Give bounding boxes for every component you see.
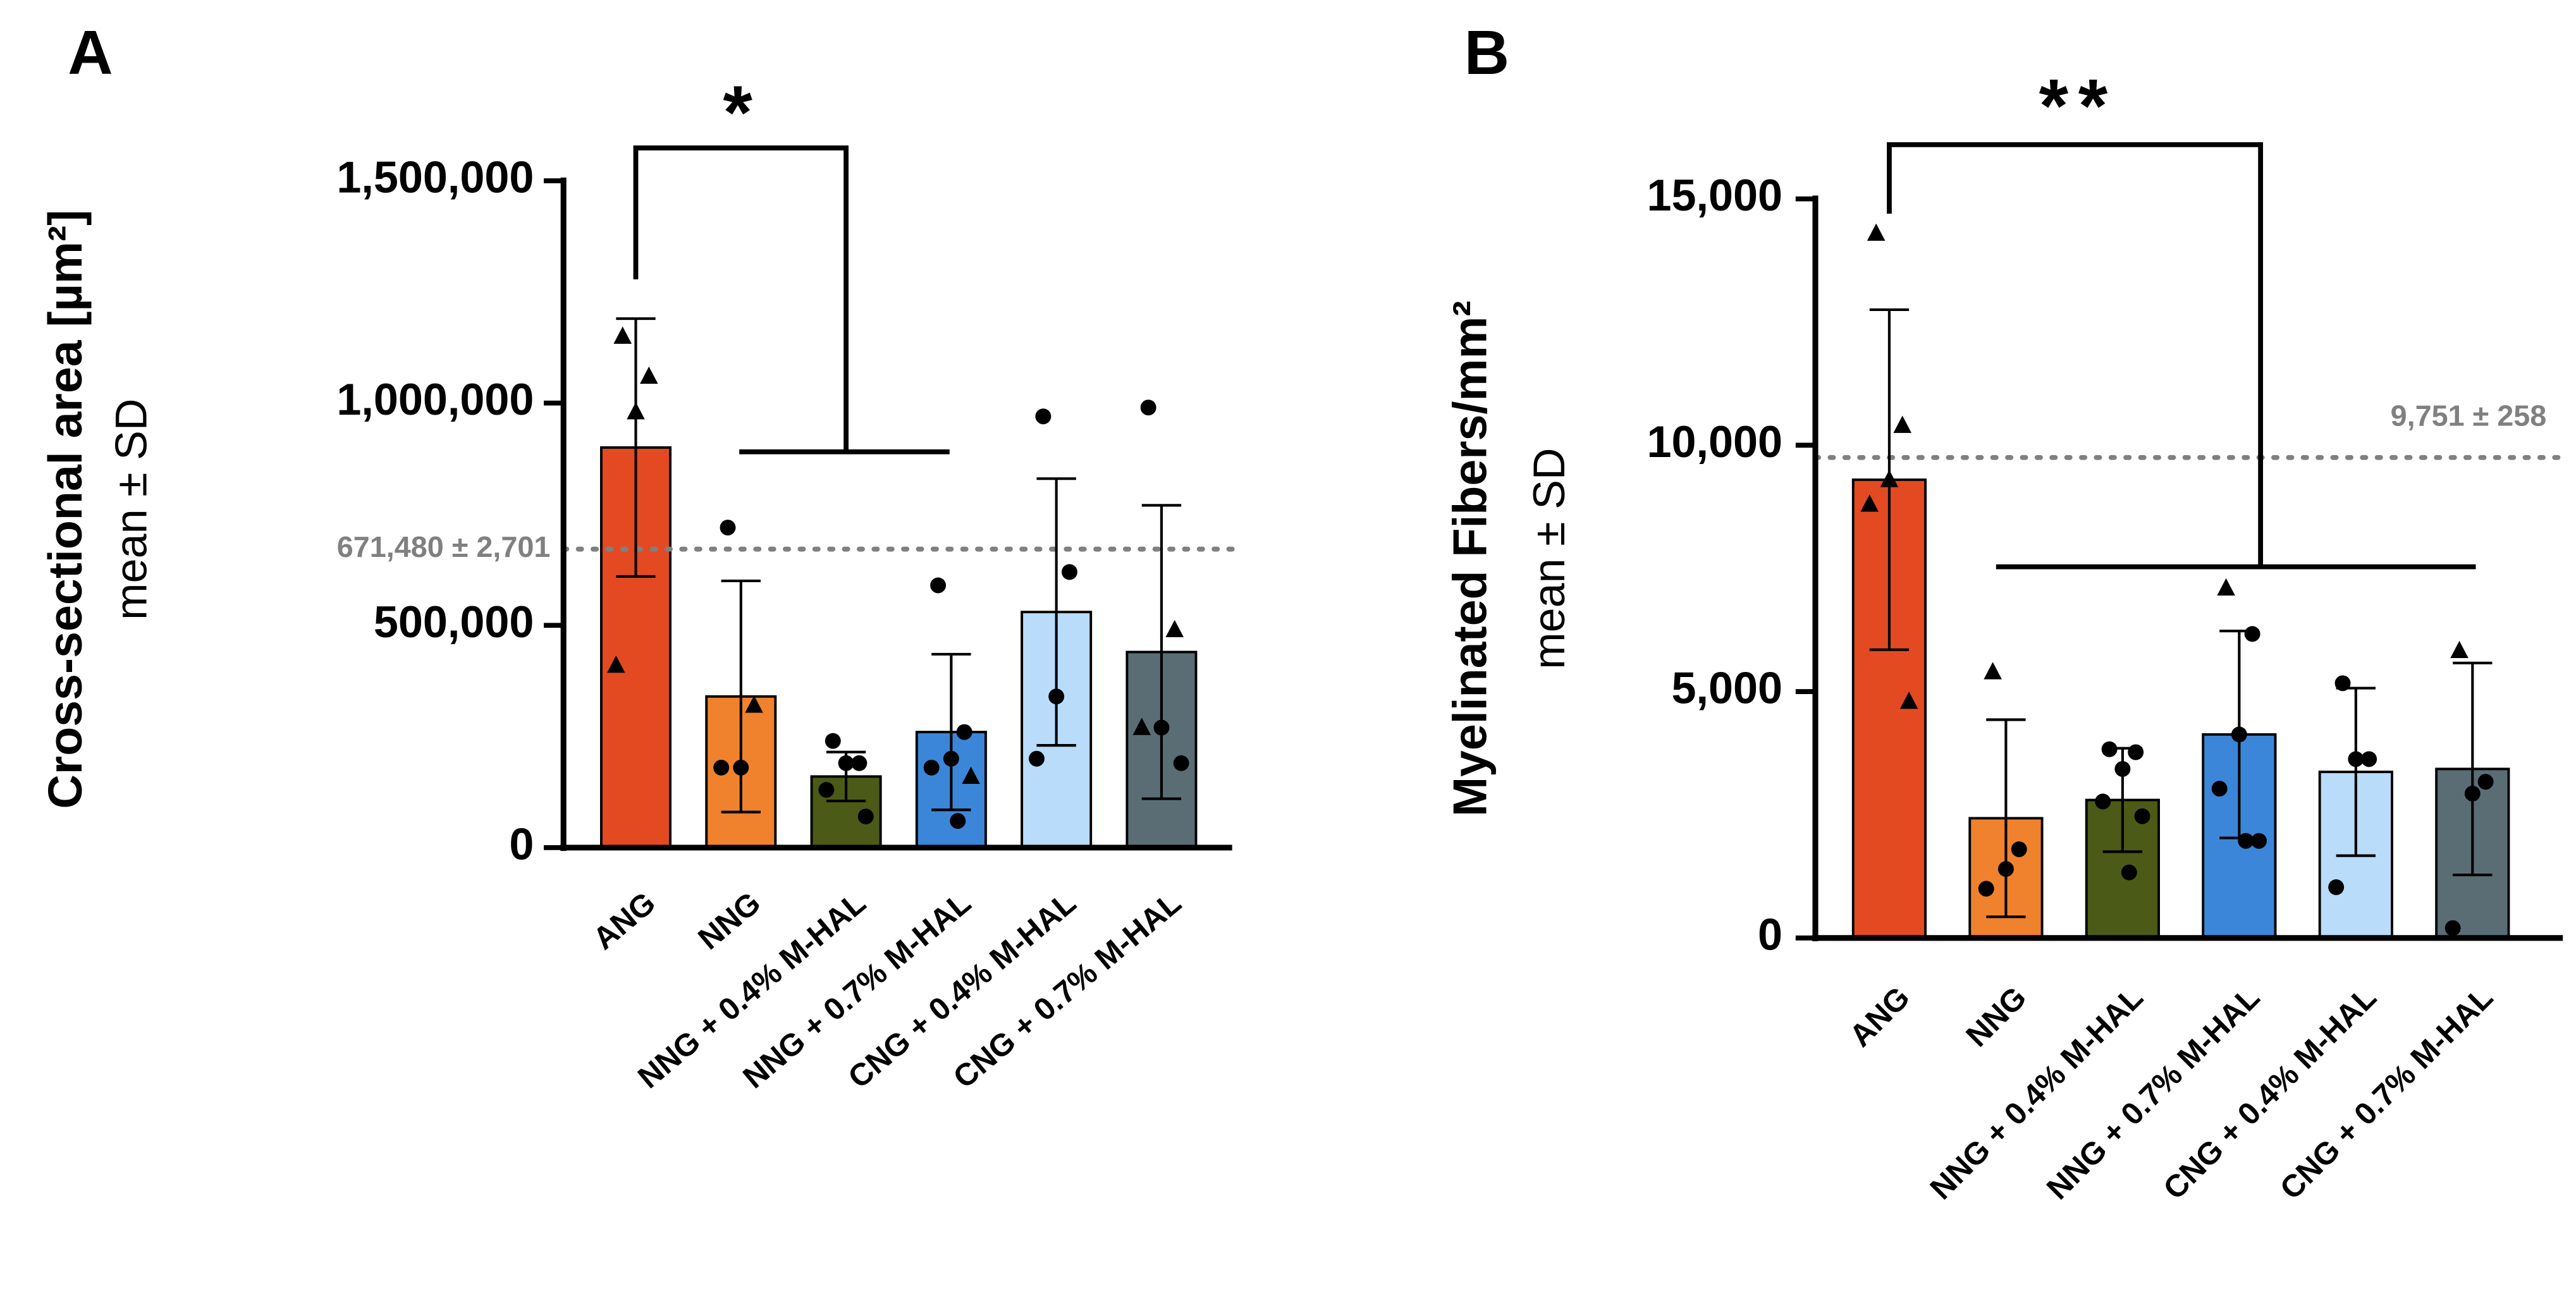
x-tick-label: ANG <box>587 885 662 956</box>
reference-label: 671,480 ± 2,701 <box>337 530 551 563</box>
panel-label: A <box>68 18 113 87</box>
data-point <box>2114 760 2131 777</box>
data-point <box>1029 750 1045 767</box>
data-point <box>956 724 972 740</box>
data-point <box>1173 755 1189 771</box>
data-point <box>2450 640 2469 659</box>
data-point <box>2231 726 2247 743</box>
data-point <box>1899 692 1918 709</box>
data-point <box>1140 400 1156 416</box>
data-point <box>607 655 625 673</box>
data-point <box>2211 781 2228 797</box>
significance-bracket <box>1887 142 2476 570</box>
panel-label: B <box>1464 18 1509 87</box>
data-point <box>851 755 868 771</box>
significance-label: ** <box>2039 64 2118 148</box>
data-point <box>1153 719 1170 736</box>
x-tick-label: NNG + 0.4% M-HAL <box>1923 980 2150 1206</box>
y-axis-title: Myelinated Fibers/mm² <box>1444 300 1497 816</box>
data-point <box>2238 833 2254 849</box>
data-point <box>2244 626 2260 642</box>
y-tick-label: 1,500,000 <box>336 152 534 202</box>
data-point <box>1984 662 2002 680</box>
data-point <box>733 759 749 776</box>
data-point <box>1048 688 1065 705</box>
data-point <box>857 809 874 825</box>
data-point <box>2128 744 2144 760</box>
data-point <box>1997 861 2014 877</box>
y-axis-subtitle: mean ± SD <box>1524 448 1574 669</box>
x-tick-label: NNG + 0.7% M-HAL <box>2040 980 2266 1206</box>
x-tick-label: ANG <box>1843 980 1916 1053</box>
data-point <box>2251 833 2267 849</box>
y-axis-title: Cross-sectional area [µm²] <box>39 210 92 809</box>
data-point <box>923 759 940 776</box>
data-point <box>1978 881 1994 897</box>
y-tick-label: 10,000 <box>1647 417 1783 467</box>
y-tick-label: 5,000 <box>1672 663 1783 713</box>
data-point <box>1880 470 1899 487</box>
y-tick-label: 15,000 <box>1647 170 1783 220</box>
data-point <box>720 520 736 536</box>
y-tick-label: 0 <box>509 819 534 869</box>
data-point <box>2101 741 2118 757</box>
data-point <box>962 766 980 784</box>
data-point <box>2361 751 2377 767</box>
data-point <box>1893 415 1912 433</box>
data-point <box>2444 920 2461 936</box>
data-point <box>838 755 854 771</box>
data-point <box>2334 675 2351 692</box>
significance-bracket <box>633 145 950 455</box>
chart-panel: A Cross-sectional area [µm²] mean ± SD 0 500… <box>39 18 1235 1095</box>
data-point <box>2011 841 2027 857</box>
chart-panel: B Myelinated Fibers/mm² mean ± SD 0 5,000 10,… <box>1444 18 2566 1206</box>
data-point <box>2477 774 2494 790</box>
data-point <box>943 750 959 767</box>
data-point <box>1035 408 1052 425</box>
significance-label: * <box>723 71 762 155</box>
data-point <box>2328 879 2345 895</box>
y-tick-label: 0 <box>1758 909 1782 959</box>
data-point <box>950 813 966 829</box>
data-point <box>818 781 835 798</box>
data-point <box>627 402 645 420</box>
data-point <box>745 695 763 713</box>
data-point <box>1165 619 1184 637</box>
x-tick-label: CNG + 0.4% M-HAL <box>2157 980 2383 1206</box>
data-point <box>2217 578 2235 596</box>
x-tick-label: NNG <box>1960 980 2033 1053</box>
data-point <box>930 577 947 594</box>
y-tick-label: 1,000,000 <box>336 374 534 424</box>
data-point <box>713 759 730 776</box>
data-point <box>640 366 658 384</box>
data-point <box>1132 717 1151 735</box>
data-point <box>2095 793 2111 810</box>
data-point <box>2348 751 2364 767</box>
y-axis-subtitle: mean ± SD <box>106 398 156 619</box>
data-point <box>825 733 841 749</box>
data-point <box>1061 564 1077 580</box>
data-point <box>1867 223 1886 241</box>
data-point <box>613 326 632 344</box>
data-point <box>2121 864 2137 881</box>
y-tick-label: 500,000 <box>374 597 534 647</box>
data-point <box>2464 785 2481 802</box>
data-point <box>2134 808 2150 824</box>
x-tick-label: CNG + 0.7% M-HAL <box>2273 980 2499 1206</box>
data-point <box>1860 494 1879 512</box>
x-tick-label: NNG <box>692 885 767 956</box>
reference-label: 9,751 ± 258 <box>2391 400 2547 432</box>
